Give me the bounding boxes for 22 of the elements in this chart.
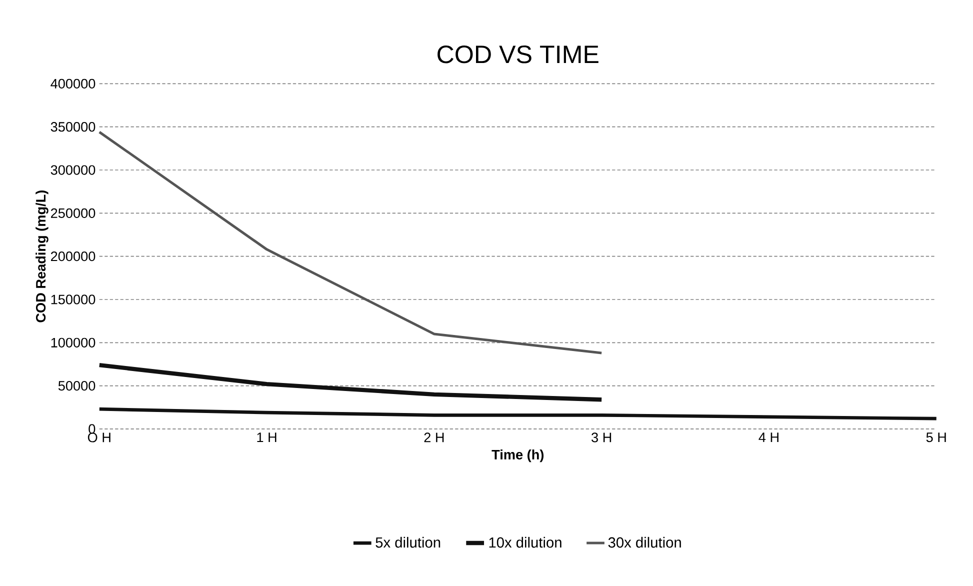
y-tick-label: 50000 [58,381,96,391]
x-tick-label: O H [88,432,110,442]
x-tick-label: 2 H [424,432,444,442]
x-tick-label: 5 H [926,432,946,442]
y-tick-label: 300000 [50,165,96,175]
chart-title: COD VS TIME [438,46,598,64]
line-series [97,363,604,402]
legend-label: 10x dilution [489,536,562,548]
y-tick-label: 400000 [50,78,96,89]
y-tick-label: 350000 [50,122,96,132]
x-tick-label: 3 H [592,432,612,442]
line-series [98,130,603,354]
x-tick-label: 1 H [257,432,276,442]
legend-label: 30x dilution [608,536,681,548]
y-axis-title: COD Reading (mg/L) [36,190,48,322]
y-tick-label: 100000 [51,338,96,348]
legend-label: 5x dilution [376,536,440,548]
y-tick-label: 250000 [51,208,96,218]
x-tick-label: 4 H [758,432,778,442]
y-tick-label: 200000 [51,252,96,262]
y-tick-label: 150000 [51,294,96,304]
x-axis-title: Time (h) [492,450,544,462]
